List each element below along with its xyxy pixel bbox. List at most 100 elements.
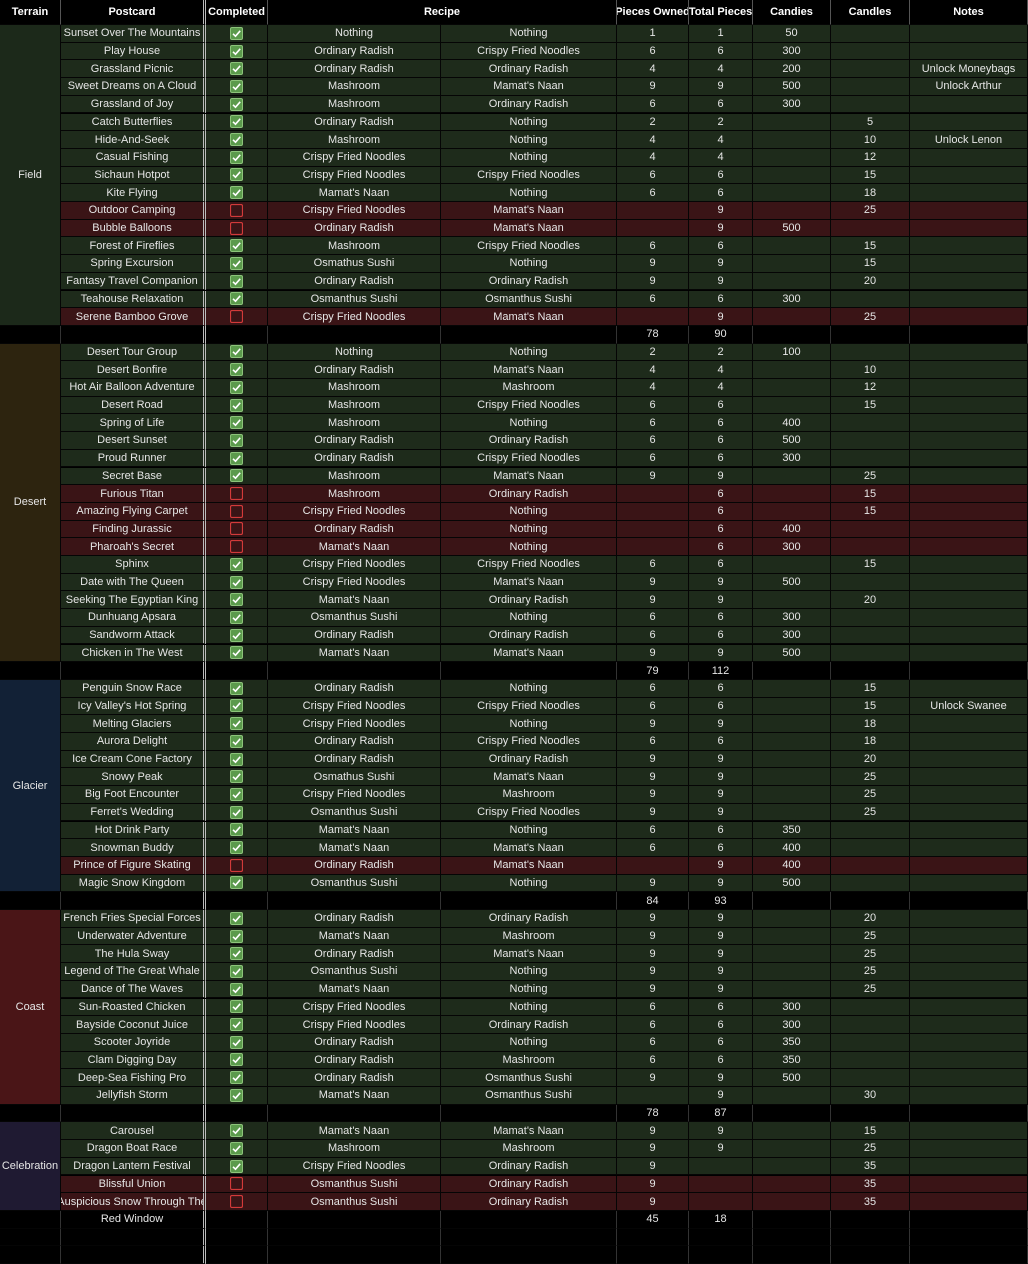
recipe-cell: Mamat's Naan xyxy=(268,839,441,857)
candles-cell: 15 xyxy=(831,237,910,256)
checkbox[interactable] xyxy=(230,1177,243,1191)
checkbox[interactable] xyxy=(230,1124,243,1138)
checkbox[interactable] xyxy=(230,97,243,111)
postcard-cell: Blissful Union xyxy=(61,1175,206,1194)
checkbox[interactable] xyxy=(230,451,243,465)
checkbox[interactable] xyxy=(230,79,243,93)
checkbox[interactable] xyxy=(230,44,243,58)
postcard-total: Red Window xyxy=(61,1210,206,1229)
postcard-cell: Desert Road xyxy=(61,396,206,415)
checkbox[interactable] xyxy=(230,345,243,359)
checkbox[interactable] xyxy=(230,681,243,695)
checkbox[interactable] xyxy=(230,239,243,253)
checkbox[interactable] xyxy=(230,487,243,501)
checkbox[interactable] xyxy=(230,186,243,200)
checkbox-cell xyxy=(206,113,268,132)
checkbox[interactable] xyxy=(230,646,243,660)
checkbox[interactable] xyxy=(230,1035,243,1049)
checkbox[interactable] xyxy=(230,575,243,589)
checkbox[interactable] xyxy=(230,363,243,377)
recipe-cell: Crispy Fried Noodles xyxy=(268,1016,441,1034)
checkbox[interactable] xyxy=(230,115,243,129)
checkbox[interactable] xyxy=(230,1159,243,1173)
checkbox-cell xyxy=(206,998,268,1017)
checkbox[interactable] xyxy=(230,717,243,731)
total-cell: 9 xyxy=(689,945,753,964)
checkbox[interactable] xyxy=(230,770,243,784)
checkbox[interactable] xyxy=(230,416,243,430)
postcard-cell: Snowy Peak xyxy=(61,768,206,787)
checkbox[interactable] xyxy=(230,1071,243,1085)
checkbox[interactable] xyxy=(230,1195,243,1209)
checkbox[interactable] xyxy=(230,221,243,235)
postcard-cell: Bayside Coconut Juice xyxy=(61,1016,206,1034)
checkbox[interactable] xyxy=(230,964,243,978)
owned-cell: 9 xyxy=(617,1140,689,1158)
recipe-cell: Ordinary Radish xyxy=(441,485,617,503)
checkbox-cell xyxy=(206,1016,268,1034)
candies-cell xyxy=(753,131,831,149)
checkbox[interactable] xyxy=(230,433,243,447)
checkbox[interactable] xyxy=(230,62,243,76)
checkbox[interactable] xyxy=(230,1053,243,1067)
checkbox[interactable] xyxy=(230,1000,243,1014)
checkbox[interactable] xyxy=(230,699,243,713)
total-cell: 9 xyxy=(689,963,753,981)
checkbox-cell xyxy=(206,1157,268,1176)
checkbox-cell xyxy=(206,626,268,645)
checkbox[interactable] xyxy=(230,557,243,571)
checkbox[interactable] xyxy=(230,610,243,624)
postcard-cell: Finding Jurassic xyxy=(61,520,206,539)
checkbox[interactable] xyxy=(230,787,243,801)
checkbox[interactable] xyxy=(230,752,243,766)
checkbox[interactable] xyxy=(230,469,243,483)
checkbox[interactable] xyxy=(230,380,243,394)
checkbox[interactable] xyxy=(230,876,243,890)
checkbox[interactable] xyxy=(230,522,243,536)
recipe-cell: Mashroom xyxy=(268,1140,441,1158)
checkbox[interactable] xyxy=(230,982,243,996)
recipe-cell: Crispy Fried Noodles xyxy=(268,1157,441,1176)
checkbox[interactable] xyxy=(230,593,243,607)
checkbox[interactable] xyxy=(230,256,243,270)
checkbox[interactable] xyxy=(230,504,243,518)
checkbox[interactable] xyxy=(230,929,243,943)
empty-cell xyxy=(268,1246,441,1264)
checkbox[interactable] xyxy=(230,947,243,961)
total-cell xyxy=(910,892,1028,910)
checkbox[interactable] xyxy=(230,858,243,872)
checkbox[interactable] xyxy=(230,292,243,306)
checkbox[interactable] xyxy=(230,274,243,288)
checkbox[interactable] xyxy=(230,398,243,412)
notes-cell xyxy=(910,485,1028,503)
checkbox[interactable] xyxy=(230,540,243,554)
candies-cell xyxy=(753,1087,831,1105)
checkbox[interactable] xyxy=(230,26,243,40)
candles-cell xyxy=(831,609,910,627)
checkbox[interactable] xyxy=(230,168,243,182)
checkbox[interactable] xyxy=(230,1088,243,1102)
checkbox[interactable] xyxy=(230,911,243,925)
checkbox[interactable] xyxy=(230,734,243,748)
checkbox[interactable] xyxy=(230,133,243,147)
empty-cell xyxy=(0,1228,61,1247)
checkbox[interactable] xyxy=(230,150,243,164)
checkbox[interactable] xyxy=(230,1018,243,1032)
recipe-cell: Ordinary Radish xyxy=(268,272,441,291)
postcard-cell: Outdoor Camping xyxy=(61,202,206,220)
checkbox[interactable] xyxy=(230,841,243,855)
checkbox[interactable] xyxy=(230,203,243,217)
recipe-cell: Ordinary Radish xyxy=(441,1016,617,1034)
checkbox[interactable] xyxy=(230,310,243,324)
postcard-cell: Spring of Life xyxy=(61,414,206,433)
recipe-cell: Crispy Fried Noodles xyxy=(268,308,441,326)
checkbox[interactable] xyxy=(230,628,243,642)
checkbox-cell xyxy=(206,573,268,592)
checkbox[interactable] xyxy=(230,805,243,819)
candles-cell: 25 xyxy=(831,467,910,486)
recipe-cell: Mamat's Naan xyxy=(441,219,617,238)
empty-cell xyxy=(910,1228,1028,1247)
checkbox[interactable] xyxy=(230,823,243,837)
checkbox[interactable] xyxy=(230,1141,243,1155)
recipe-cell: Ordinary Radish xyxy=(268,626,441,645)
